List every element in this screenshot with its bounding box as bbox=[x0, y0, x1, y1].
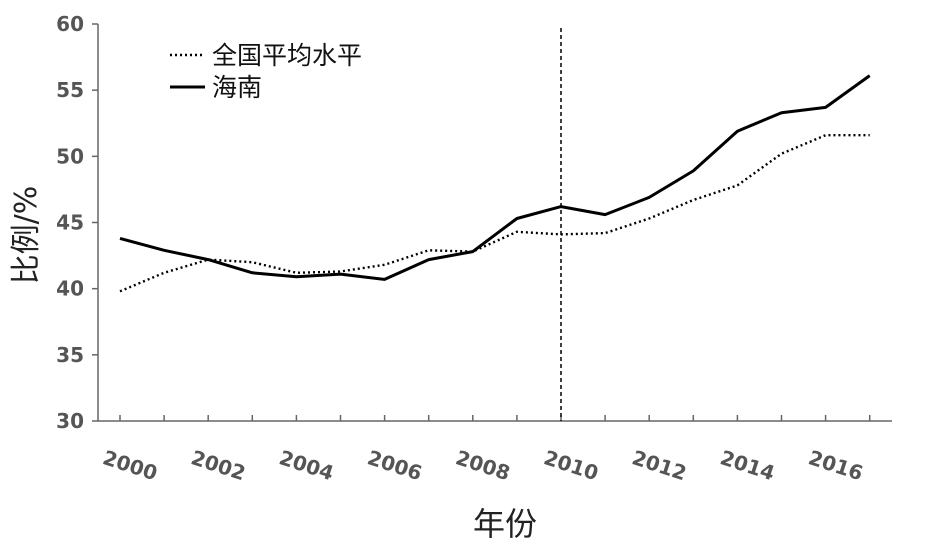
y-tick-label: 40 bbox=[56, 277, 84, 301]
y-tick-label: 45 bbox=[56, 211, 84, 235]
legend-label: 全国平均水平 bbox=[212, 41, 362, 70]
y-tick-label: 35 bbox=[56, 343, 84, 367]
y-axis-title: 比例/% bbox=[9, 186, 44, 285]
y-tick-label: 55 bbox=[56, 78, 84, 102]
x-tick-label: 2010 bbox=[541, 445, 601, 485]
axes: 30 35 40 45 50 55 60 2000 2002 2004 2006 2008 2010 20… bbox=[56, 12, 892, 485]
x-tick-label: 2016 bbox=[806, 445, 866, 485]
series-line-hainan bbox=[119, 74, 871, 281]
y-tick-label: 60 bbox=[56, 12, 84, 36]
x-tick-label: 2002 bbox=[188, 445, 248, 485]
series-group bbox=[119, 74, 871, 293]
y-tick-label: 30 bbox=[56, 409, 84, 433]
x-tick-label: 2006 bbox=[365, 445, 425, 485]
x-tick-label: 2012 bbox=[629, 445, 689, 485]
legend-label: 海南 bbox=[212, 73, 262, 102]
x-tick-label: 2004 bbox=[276, 445, 336, 485]
y-tick-label: 50 bbox=[56, 144, 84, 168]
x-axis-title: 年份 bbox=[473, 505, 537, 543]
x-tick-label: 2008 bbox=[453, 445, 513, 485]
series-line-national bbox=[119, 133, 870, 293]
x-tick-label: 2014 bbox=[717, 445, 777, 485]
x-tick-label: 2000 bbox=[100, 445, 160, 485]
